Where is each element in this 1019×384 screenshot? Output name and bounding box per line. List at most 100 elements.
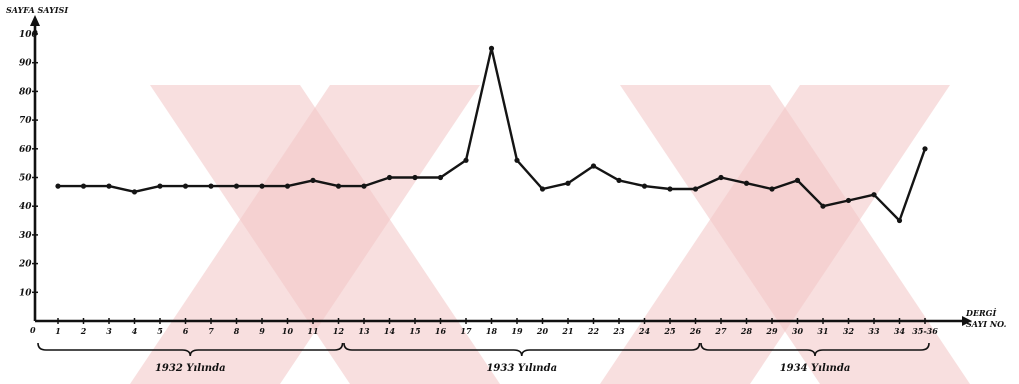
watermark-band-2 (130, 85, 480, 384)
x-tick-label: 8 (234, 326, 240, 336)
data-point (820, 203, 826, 209)
data-point (488, 45, 495, 51)
x-tick-label: 7 (208, 326, 214, 336)
data-point (743, 180, 750, 186)
x-tick-label: 4 (132, 326, 138, 336)
x-tick-label: 9 (259, 326, 265, 336)
year-label: 1933 Yılında (486, 363, 557, 374)
data-point (514, 157, 520, 163)
y-tick-label: 40 (19, 202, 32, 212)
data-point (590, 163, 597, 169)
x-tick-label: 1 (55, 326, 61, 336)
x-tick-label: 31 (817, 326, 828, 336)
year-label: 1932 Yılında (155, 363, 226, 374)
x-tick-label: 23 (612, 326, 625, 336)
data-point (769, 186, 775, 192)
data-point (259, 183, 265, 189)
y-axis-arrow (30, 15, 40, 26)
x-tick-label: 13 (358, 326, 370, 336)
x-tick-label: 5 (157, 326, 163, 336)
origin-label: 0 (30, 325, 36, 335)
x-tick-label: 22 (587, 326, 600, 336)
year-brace (343, 342, 701, 357)
x-axis-label-line2: SAYI NO. (966, 319, 1007, 329)
x-tick-label: 30 (792, 326, 804, 336)
x-tick-label: 26 (689, 326, 702, 336)
y-tick-label: 70 (19, 116, 32, 126)
x-tick-label: 35-36 (912, 326, 938, 336)
x-tick-label: 15 (409, 326, 421, 336)
x-tick-label: 2 (80, 326, 87, 336)
y-tick-label: 50 (19, 174, 32, 184)
y-ticks: 10 20 30 40 50 60 70 80 90 100 (18, 30, 39, 298)
data-point (361, 183, 367, 189)
watermark-logo (130, 85, 970, 384)
data-point (667, 186, 673, 192)
data-point (539, 186, 546, 192)
x-tick-label: 27 (714, 326, 727, 336)
watermark-band-4 (600, 85, 950, 384)
data-point (463, 157, 469, 163)
y-tick-label: 90 (19, 59, 32, 69)
x-tick-label: 10 (282, 326, 294, 336)
data-point (871, 192, 877, 198)
x-tick-label: 19 (511, 326, 523, 336)
data-point (616, 177, 622, 183)
data-point (845, 197, 852, 204)
y-axis-label: SAYFA SAYISI (6, 5, 68, 15)
data-point (412, 174, 418, 181)
x-axis-arrow (962, 316, 972, 326)
data-point (565, 180, 571, 186)
data-point (335, 183, 342, 189)
year-groups: 1932 Yılında 1933 Yılında 1934 Yılında (37, 342, 930, 374)
data-point (55, 183, 61, 189)
x-tick-label: 20 (536, 326, 549, 336)
data-point (896, 217, 903, 224)
data-point (641, 183, 648, 189)
data-point (386, 174, 393, 181)
year-label: 1934 Yılında (780, 363, 851, 374)
data-point (692, 186, 699, 192)
year-brace (37, 342, 344, 357)
x-tick-label: 29 (765, 326, 778, 336)
x-tick-label: 28 (740, 326, 753, 336)
data-point (182, 183, 189, 189)
x-ticks: 1 2 3 4 5 6 7 8 9 10 11 12 13 14 15 16 17 18 19 20 21 22 23 24 2… (55, 318, 938, 336)
data-point (106, 183, 112, 189)
data-point (233, 183, 240, 189)
x-tick-label: 33 (868, 326, 880, 336)
y-tick-label: 10 (19, 288, 32, 298)
year-brace (700, 342, 930, 357)
x-tick-label: 16 (435, 326, 447, 336)
y-tick-label: 30 (19, 231, 32, 241)
axes (30, 15, 972, 326)
x-tick-label: 34 (894, 326, 906, 336)
data-point (718, 174, 724, 181)
y-tick-label: 20 (18, 260, 32, 270)
data-point (131, 189, 138, 195)
x-tick-label: 24 (638, 326, 651, 336)
x-tick-label: 21 (561, 326, 573, 336)
x-tick-label: 17 (460, 326, 472, 336)
x-tick-label: 3 (106, 326, 112, 336)
x-tick-label: 14 (384, 326, 396, 336)
data-point (208, 183, 214, 189)
data-point (794, 177, 801, 183)
data-point (157, 183, 163, 189)
x-tick-label: 32 (843, 326, 855, 336)
series-layer (55, 45, 928, 224)
data-point (310, 177, 316, 183)
x-tick-label: 6 (183, 326, 189, 336)
data-point (284, 183, 291, 189)
x-tick-label: 12 (333, 326, 345, 336)
y-tick-label: 60 (19, 145, 32, 155)
x-axis-label-line1: DERGİ (965, 308, 997, 318)
data-point (80, 183, 87, 189)
x-tick-label: 25 (663, 326, 676, 336)
data-point (922, 146, 928, 152)
y-tick-label: 80 (19, 87, 32, 97)
data-point (437, 174, 444, 181)
x-tick-label: 11 (307, 326, 318, 336)
